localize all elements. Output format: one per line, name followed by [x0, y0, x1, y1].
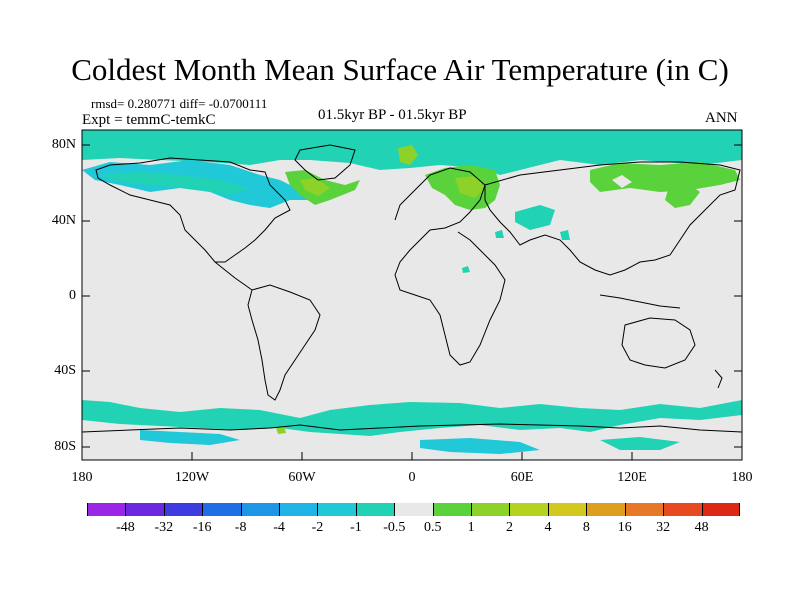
indonesia-coast — [599, 294, 681, 309]
colorbar-label: -32 — [154, 520, 174, 535]
europe-africa-coast — [394, 167, 506, 366]
colorbar-box — [125, 503, 164, 516]
lon-label-180e: 180 — [731, 470, 753, 485]
siberia-hole — [612, 175, 632, 188]
period-label: 01.5kyr BP - 01.5kyr BP — [318, 107, 467, 123]
antarctic-warm-spot — [276, 426, 286, 434]
svalbard-warm-region — [398, 145, 418, 165]
lat-label-40s: 40S — [54, 363, 76, 378]
antarctic-cool-patch-1 — [140, 430, 240, 445]
lat-label-80n: 80N — [51, 137, 76, 152]
lat-label-40n: 40N — [51, 213, 76, 228]
colorbar-box — [317, 503, 356, 516]
lon-label-180w: 180 — [71, 470, 93, 485]
colorbar-box — [471, 503, 510, 516]
canada-anomaly-inner — [100, 172, 250, 195]
colorbar-box — [240, 503, 280, 516]
north-america-coast — [95, 157, 291, 263]
colorbar-label: 8 — [582, 520, 590, 535]
colorbar-label: -48 — [116, 520, 135, 535]
lon-label-60e: 60E — [510, 470, 534, 485]
antarctic-cool-patch-3 — [600, 437, 680, 450]
south-america-coast — [247, 284, 321, 401]
lat-label-80s: 80S — [54, 439, 76, 454]
colorbar-box — [509, 503, 548, 516]
colorbar-box — [279, 503, 318, 516]
colorbar-box — [202, 503, 241, 516]
colorbar-label: 4 — [544, 520, 552, 535]
colorbar-label: -0.5 — [383, 520, 406, 535]
lon-label-60w: 60W — [288, 470, 316, 485]
colorbar-box — [394, 503, 433, 516]
small-cool-patch-2 — [495, 230, 504, 238]
lon-label-120e: 120E — [617, 470, 647, 485]
colorbar-box — [663, 503, 702, 516]
experiment-label: Expt = temmC-temkC — [82, 112, 216, 128]
colorbar-label: -4 — [273, 520, 285, 535]
colorbar-box — [586, 503, 625, 516]
colorbar-box — [624, 503, 664, 516]
axis-ticks — [81, 144, 743, 460]
colorbar — [87, 503, 740, 516]
north-atlantic-warm-core — [300, 178, 330, 196]
colorbar-box — [701, 503, 740, 516]
antarctica-coast — [82, 423, 742, 433]
small-cool-patch-1 — [560, 230, 570, 240]
europe-warm-core — [455, 176, 485, 198]
colorbar-label: 16 — [617, 520, 632, 535]
lat-label-0: 0 — [69, 288, 76, 303]
season-label: ANN — [705, 110, 738, 126]
greenland-coast — [294, 144, 356, 181]
colorbar-label: -1 — [350, 520, 362, 535]
southern-ocean-anomaly-region — [82, 400, 742, 436]
colorbar-box — [163, 503, 203, 516]
coastlines — [82, 144, 742, 433]
colorbar-label: -16 — [192, 520, 212, 535]
east-asia-warm-region — [665, 185, 700, 208]
colorbar-label: 2 — [506, 520, 514, 535]
stats-text: rmsd= 0.280771 diff= -0.0700111 — [91, 96, 268, 111]
central-america-coast — [214, 261, 253, 291]
lon-label-120w: 120W — [174, 470, 210, 485]
new-zealand-coast — [714, 369, 723, 389]
small-cool-patch-3 — [462, 266, 470, 273]
colorbar-box — [87, 503, 126, 516]
lon-label-0: 0 — [408, 470, 416, 485]
asia-coast — [484, 161, 741, 276]
colorbar-box — [355, 503, 395, 516]
antarctic-cool-patch-2 — [420, 438, 540, 454]
colorbar-label: 0.5 — [423, 520, 442, 535]
colorbar-box — [432, 503, 472, 516]
colorbar-label: 32 — [656, 520, 671, 535]
colorbar-label: 1 — [467, 520, 475, 535]
central-asia-cool-region — [515, 205, 555, 230]
colorbar-box — [547, 503, 587, 516]
map-title: Coldest Month Mean Surface Air Temperatu… — [71, 52, 729, 87]
colorbar-label: -2 — [311, 520, 324, 535]
colorbar-label: 48 — [694, 520, 709, 535]
australia-coast — [621, 317, 696, 369]
colorbar-label: -8 — [234, 520, 247, 535]
